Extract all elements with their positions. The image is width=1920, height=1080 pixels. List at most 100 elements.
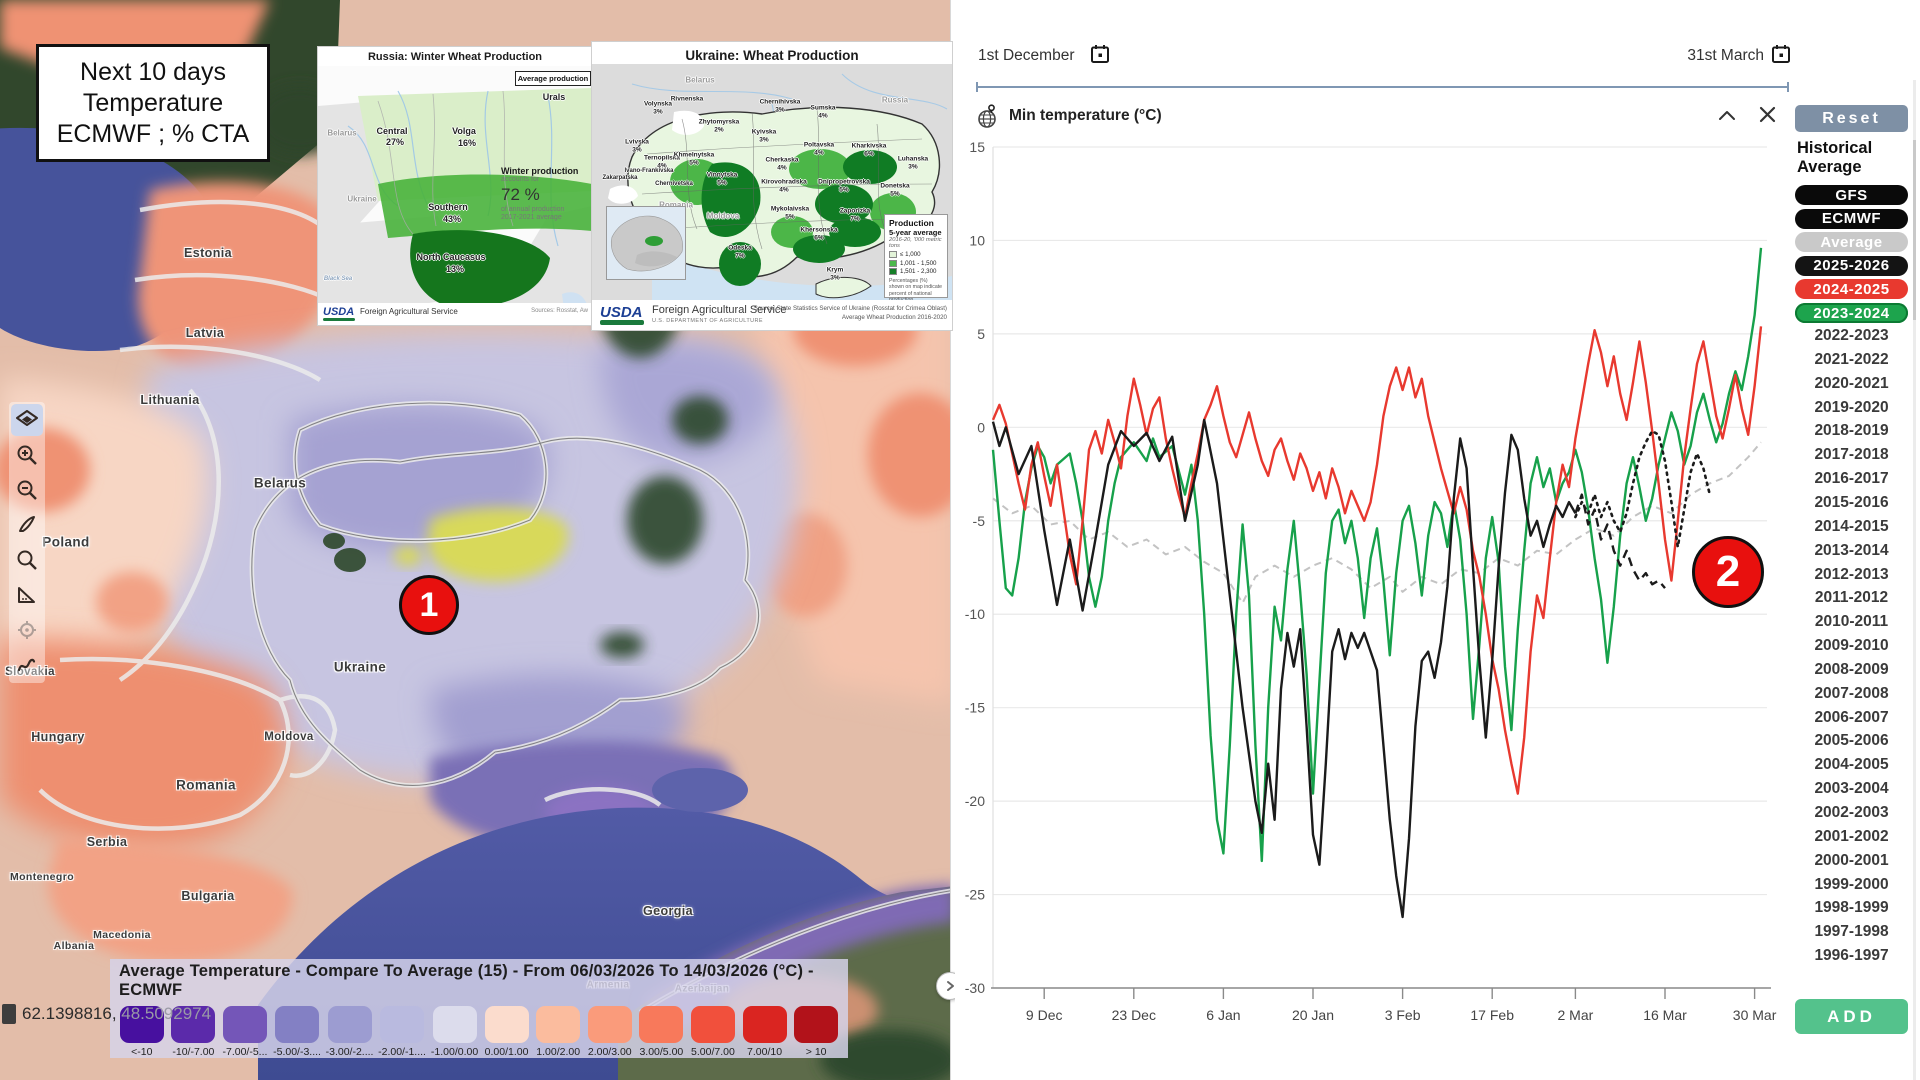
year-item-1996-1997[interactable]: 1996-1997 xyxy=(1795,945,1908,967)
layers-tool-button[interactable] xyxy=(11,404,43,436)
inset-region-label: Zakarpatska xyxy=(602,175,638,181)
series-line-2023-2024 xyxy=(991,247,1763,863)
country-label: Bulgaria xyxy=(181,889,235,903)
date-range-start: 1st December xyxy=(978,47,1075,64)
source-line-2: Average Wheat Production 2016-2020 xyxy=(841,314,947,321)
legend-bin: 0.00/1.00 xyxy=(484,1006,530,1058)
start-date-calendar-button[interactable] xyxy=(1089,44,1111,66)
year-item-1998-1999[interactable]: 1998-1999 xyxy=(1795,897,1908,919)
year-item-2020-2021[interactable]: 2020-2021 xyxy=(1795,373,1908,395)
annotation-line: ECMWF ; % CTA xyxy=(56,119,250,148)
year-item-2002-2003[interactable]: 2002-2003 xyxy=(1795,802,1908,824)
year-item-2021-2022[interactable]: 2021-2022 xyxy=(1795,349,1908,371)
y-axis-label: 0 xyxy=(977,419,985,435)
series-pill-2023-2024[interactable]: 2023-2024 xyxy=(1795,303,1908,323)
country-label: Romania xyxy=(176,777,236,793)
legend-bin-label: 5.00/7.00 xyxy=(691,1046,735,1058)
collapse-chart-button[interactable] xyxy=(1715,107,1739,127)
historical-average-label: Historical xyxy=(1797,139,1873,157)
production-legend: Production 5-year average 2016-20, '000 … xyxy=(884,214,948,303)
inset-region-label: Odeska xyxy=(728,244,752,252)
legend-bin: 7.00/10 xyxy=(742,1006,788,1058)
callout-line: accounts for xyxy=(501,176,540,184)
year-item-2004-2005[interactable]: 2004-2005 xyxy=(1795,754,1908,776)
usda-swash xyxy=(323,318,355,321)
year-item-2010-2011[interactable]: 2010-2011 xyxy=(1795,611,1908,633)
legend-bin: 1.00/2.00 xyxy=(535,1006,581,1058)
series-pill-2025-2026[interactable]: 2025-2026 xyxy=(1795,255,1908,276)
inset-region-label: 16% xyxy=(457,138,477,148)
year-item-2017-2018[interactable]: 2017-2018 xyxy=(1795,444,1908,466)
inset-region-label: 5% xyxy=(785,213,795,221)
search-tool-button[interactable] xyxy=(11,544,43,576)
map-marker-icon xyxy=(2,1004,16,1024)
year-item-1999-2000[interactable]: 1999-2000 xyxy=(1795,874,1908,896)
reset-button[interactable]: Reset xyxy=(1795,105,1908,132)
legend-color-chip xyxy=(222,1006,267,1043)
year-item-1997-1998[interactable]: 1997-1998 xyxy=(1795,921,1908,943)
inset-region-label: Kirovohradska xyxy=(761,178,807,186)
map-pane[interactable]: Estonia Latvia Lithuania Belarus Poland Slova… xyxy=(0,0,955,1080)
inset-region-label: 3% xyxy=(759,136,769,144)
end-date-calendar-button[interactable] xyxy=(1770,44,1792,66)
legend-color-chip xyxy=(639,1006,684,1043)
year-item-2015-2016[interactable]: 2015-2016 xyxy=(1795,492,1908,514)
year-item-2001-2002[interactable]: 2001-2002 xyxy=(1795,826,1908,848)
inset-region-label: 3% xyxy=(908,163,918,171)
zoom-out-tool-button[interactable] xyxy=(11,474,43,506)
series-pill-gfs[interactable]: GFS xyxy=(1795,185,1908,205)
country-label: Serbia xyxy=(86,835,128,849)
zoom-in-tool-button[interactable] xyxy=(11,439,43,471)
year-item-2006-2007[interactable]: 2006-2007 xyxy=(1795,707,1908,729)
year-item-2014-2015[interactable]: 2014-2015 xyxy=(1795,516,1908,538)
inset-title: Ukraine: Wheat Production xyxy=(685,48,859,63)
source-line-1: Source: State Statistics Service of Ukra… xyxy=(753,305,947,312)
inset-region-label: Kyivska xyxy=(751,128,777,136)
annotation-line: Temperature xyxy=(82,88,224,117)
legend-bin-label: <-10 xyxy=(131,1046,153,1058)
year-item-2005-2006[interactable]: 2005-2006 xyxy=(1795,730,1908,752)
year-item-2007-2008[interactable]: 2007-2008 xyxy=(1795,683,1908,705)
usda-org-label: Foreign Agricultural Service xyxy=(360,307,458,316)
close-chart-button[interactable] xyxy=(1755,105,1779,127)
date-range-slider[interactable] xyxy=(976,82,1789,92)
sidebar-scrollbar[interactable] xyxy=(1913,80,1916,1080)
production-class-label: 1,501 - 2,300 xyxy=(900,268,937,275)
inset-region-label: Khmelnytska xyxy=(673,151,715,159)
pan-tool-button[interactable] xyxy=(11,509,43,541)
year-item-2008-2009[interactable]: 2008-2009 xyxy=(1795,659,1908,681)
add-button[interactable]: ADD xyxy=(1795,999,1908,1034)
legend-bin: -1.00/0.00 xyxy=(431,1006,478,1058)
year-item-2019-2020[interactable]: 2019-2020 xyxy=(1795,397,1908,419)
year-item-2013-2014[interactable]: 2013-2014 xyxy=(1795,540,1908,562)
russia-inset-footer: USDA Foreign Agricultural Service Source… xyxy=(318,303,592,325)
year-item-2022-2023[interactable]: 2022-2023 xyxy=(1795,325,1908,347)
year-item-2012-2013[interactable]: 2012-2013 xyxy=(1795,564,1908,586)
year-item-2016-2017[interactable]: 2016-2017 xyxy=(1795,468,1908,490)
legend-bin: 5.00/7.00 xyxy=(690,1006,736,1058)
measure-tool-button[interactable] xyxy=(11,579,43,611)
series-pill-ecmwf[interactable]: ECMWF xyxy=(1795,208,1908,229)
legend-bin-label: -1.00/0.00 xyxy=(430,1046,479,1058)
inset-region-label: Urals xyxy=(542,92,566,102)
series-pill-2024-2025[interactable]: 2024-2025 xyxy=(1795,279,1908,300)
year-item-2000-2001[interactable]: 2000-2001 xyxy=(1795,850,1908,872)
year-item-2018-2019[interactable]: 2018-2019 xyxy=(1795,420,1908,442)
y-axis-label: -15 xyxy=(965,700,985,716)
series-pill-average[interactable]: Average xyxy=(1795,232,1908,253)
navigation-arrow-icon xyxy=(19,516,35,532)
year-item-2003-2004[interactable]: 2003-2004 xyxy=(1795,778,1908,800)
legend-bin: 2.00/3.00 xyxy=(587,1006,633,1058)
locate-tool-button[interactable] xyxy=(11,614,43,646)
source-label: Sources: Rosstat, Aw xyxy=(531,308,588,314)
collapse-panel-button[interactable] xyxy=(936,972,955,1000)
scrollbar-thumb[interactable] xyxy=(1913,140,1916,320)
draw-tool-button[interactable] xyxy=(11,649,43,681)
usda-dept-label: U.S. DEPARTMENT OF AGRICULTURE xyxy=(652,318,763,324)
year-item-2009-2010[interactable]: 2009-2010 xyxy=(1795,635,1908,657)
callout-line: of annual production xyxy=(501,205,565,213)
inset-ukraine-wheat-map: Ukraine: Wheat Production xyxy=(592,42,952,330)
legend-bin-label: > 10 xyxy=(805,1046,827,1058)
year-item-2011-2012[interactable]: 2011-2012 xyxy=(1795,587,1908,609)
inset-region-label: Donetska xyxy=(880,182,910,190)
